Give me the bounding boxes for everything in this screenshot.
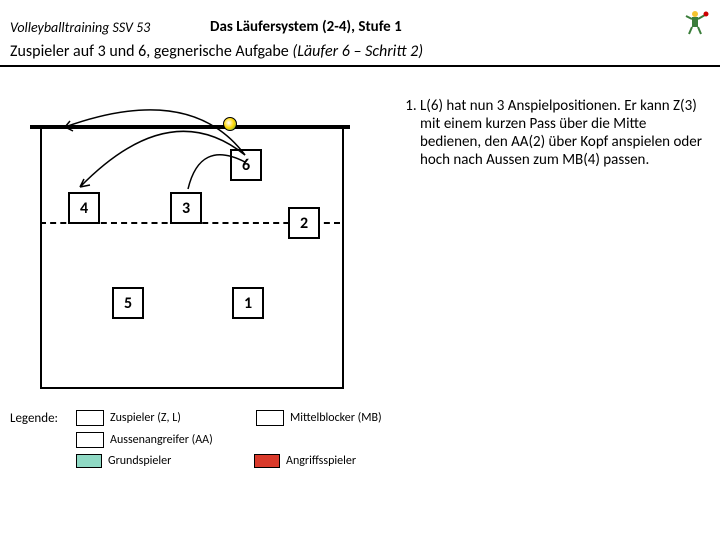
logo-icon: [680, 6, 710, 36]
subtitle-italic: (Läufer 6 – Schritt 2): [292, 42, 423, 61]
header: Volleyballtraining SSV 53 Das Läufersyst…: [0, 0, 720, 38]
court-diagram: 6 4 3 2 5 1: [40, 107, 360, 397]
legend-text-2: Aussenangreifer (AA): [110, 433, 250, 447]
player-1: 1: [232, 287, 264, 319]
player-3-label: 3: [182, 199, 190, 218]
player-2-label: 2: [300, 214, 308, 233]
player-2: 2: [288, 207, 320, 239]
header-left: Volleyballtraining SSV 53: [10, 19, 210, 36]
player-1-label: 1: [244, 294, 252, 313]
legend-swatch-3: [76, 454, 102, 468]
legend-swatch-0: [76, 410, 104, 426]
subtitle-plain: Zuspieler auf 3 und 6, gegnerische Aufga…: [10, 42, 292, 61]
legend-text-0: Zuspieler (Z, L): [110, 411, 250, 425]
content: 6 4 3 2 5 1 L(6) hat nun 3 Anspielpositi…: [0, 67, 720, 397]
legend-text-3: Grundspieler: [108, 454, 248, 468]
legend-text-1: Mittelblocker (MB): [290, 411, 430, 425]
legend-swatch-4: [254, 454, 280, 468]
player-4: 4: [68, 192, 100, 224]
legend-title: Legende:: [10, 411, 70, 426]
legend: Legende: Zuspieler (Z, L) Mittelblocker …: [10, 410, 430, 474]
instructions: L(6) hat nun 3 Anspielpositionen. Er kan…: [360, 97, 710, 397]
court-outline: [40, 127, 344, 389]
player-5-label: 5: [124, 294, 132, 313]
header-center: Das Läufersystem (2-4), Stufe 1: [210, 18, 680, 36]
legend-text-4: Angriffsspieler: [286, 454, 426, 468]
legend-swatch-2: [76, 432, 104, 448]
ball-icon: [223, 117, 237, 131]
player-6: 6: [230, 149, 262, 181]
subtitle: Zuspieler auf 3 und 6, gegnerische Aufga…: [0, 38, 720, 67]
player-5: 5: [112, 287, 144, 319]
player-6-label: 6: [242, 156, 250, 175]
player-3: 3: [170, 192, 202, 224]
player-4-label: 4: [80, 199, 88, 218]
legend-swatch-1: [256, 410, 284, 426]
instruction-1: L(6) hat nun 3 Anspielpositionen. Er kan…: [420, 97, 710, 169]
